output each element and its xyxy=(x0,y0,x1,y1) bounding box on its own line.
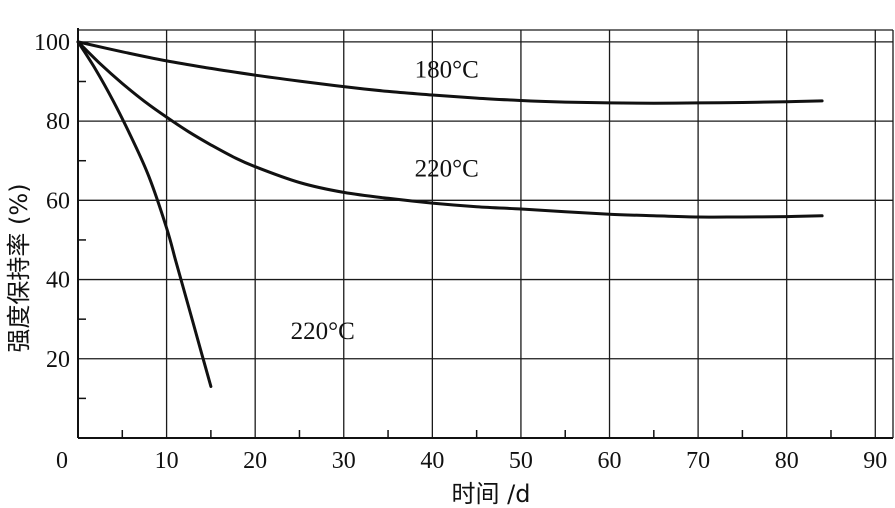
x-tick-label-30: 30 xyxy=(332,448,356,474)
y-axis-title: 强度保持率 (%) xyxy=(5,183,33,352)
x-tick-label-10: 10 xyxy=(155,448,179,474)
x-tick-label-70: 70 xyxy=(686,448,710,474)
y-tick-label-20: 20 xyxy=(46,347,70,373)
x-axis-title: 时间 /d xyxy=(452,480,531,508)
series-line-1 xyxy=(76,40,824,219)
x-tick-label-60: 60 xyxy=(598,448,622,474)
series-line-0 xyxy=(76,40,824,105)
x-tick-label-50: 50 xyxy=(509,448,533,474)
axes xyxy=(77,28,893,439)
x-tick-label-0: 0 xyxy=(56,448,68,474)
series-label-1: 220°C xyxy=(415,156,479,183)
y-tick-label-60: 60 xyxy=(46,188,70,214)
series-label-0: 180°C xyxy=(415,57,479,84)
series-lines xyxy=(76,40,824,388)
x-tick-label-90: 90 xyxy=(863,448,887,474)
series-labels: 180°C 220°C 220°C xyxy=(291,57,479,345)
y-tick-label-80: 80 xyxy=(46,109,70,135)
series-label-2: 220°C xyxy=(291,318,355,345)
x-tick-label-40: 40 xyxy=(420,448,444,474)
grid-lines xyxy=(78,29,894,438)
ticks: 0 10 20 30 40 50 60 70 80 90 20 40 60 80 100 xyxy=(34,30,887,474)
y-tick-label-100: 100 xyxy=(34,30,70,56)
y-tick-label-40: 40 xyxy=(46,268,70,294)
x-tick-label-80: 80 xyxy=(775,448,799,474)
x-tick-label-20: 20 xyxy=(243,448,267,474)
series-line-2 xyxy=(76,40,213,388)
